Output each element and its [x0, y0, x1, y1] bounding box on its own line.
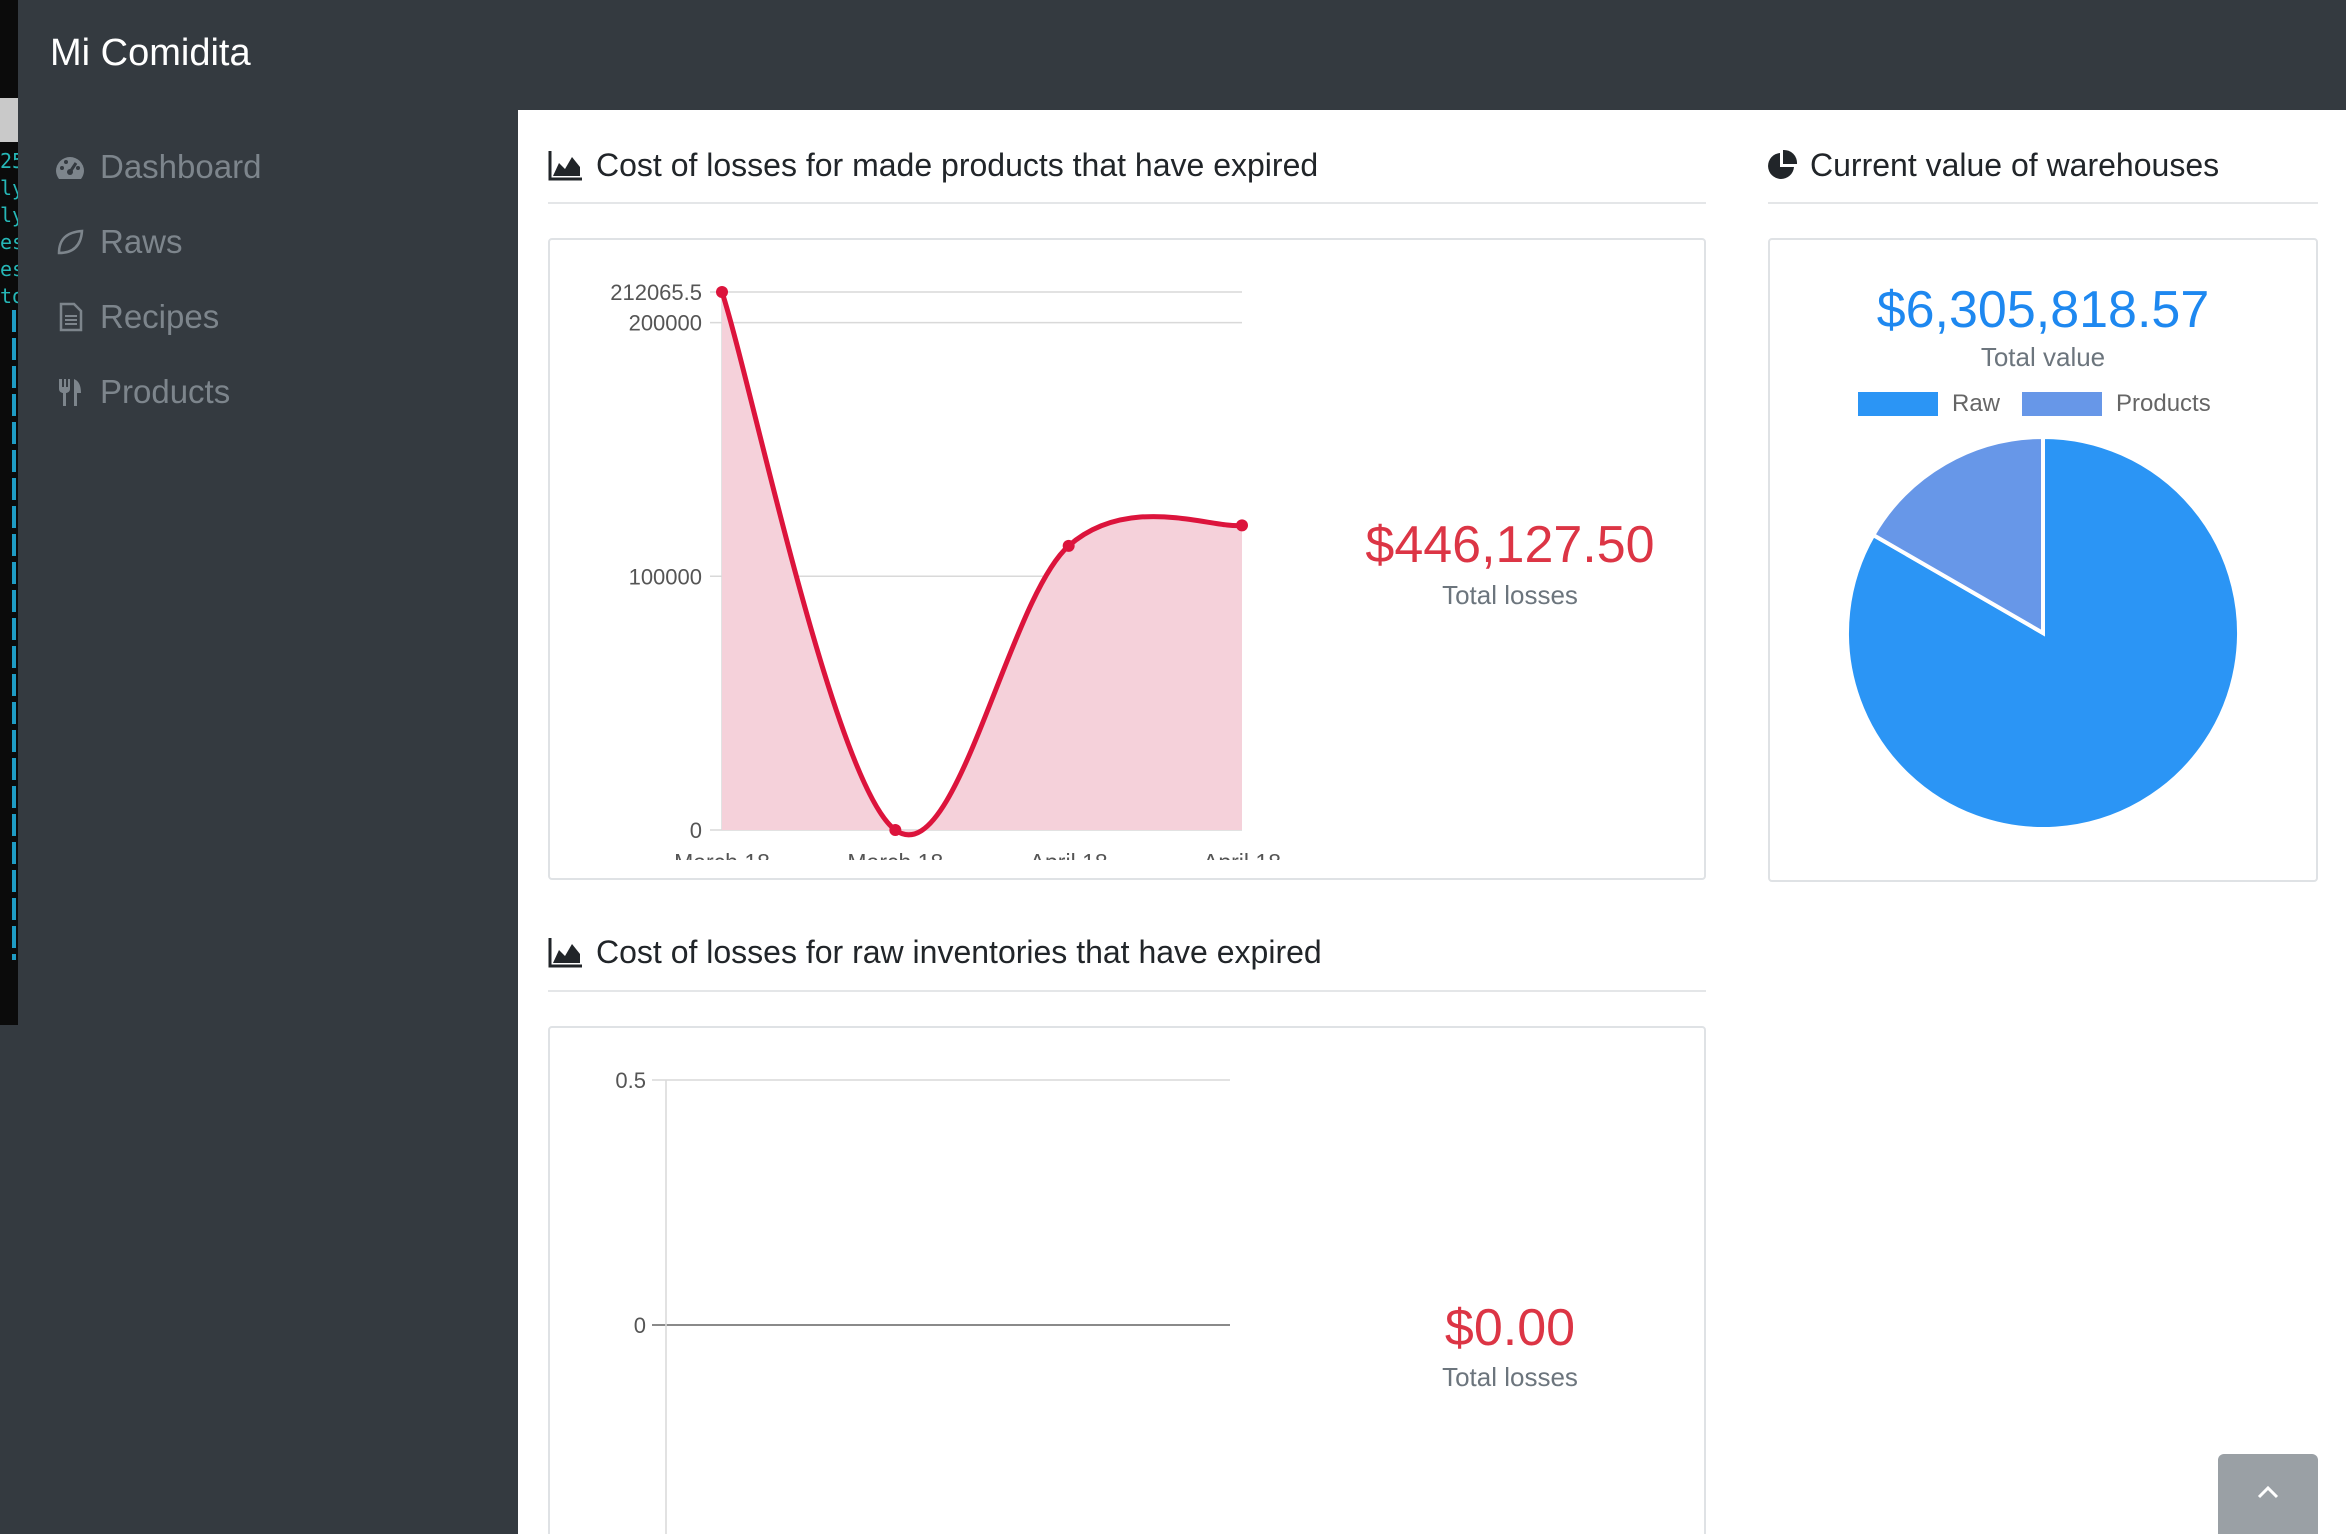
- pie-legend: Raw Products: [1858, 390, 2233, 418]
- y-tick-label: 0.5: [615, 1068, 646, 1093]
- background-terminal-strip: 25 ly ly es es to: [0, 0, 18, 1025]
- sidebar-item-raws[interactable]: Raws: [54, 212, 183, 272]
- raw-losses-total: $0.00: [1444, 1299, 1576, 1357]
- area-chart-icon: [548, 938, 582, 968]
- x-tick-label: April 18: [1203, 849, 1281, 860]
- back-to-top-button[interactable]: [2218, 1454, 2318, 1534]
- data-point: [889, 824, 902, 836]
- data-point: [1062, 539, 1075, 552]
- legend-swatch-products: [2022, 392, 2103, 416]
- app-brand[interactable]: Mi Comidita: [50, 32, 251, 74]
- sidebar-item-recipes[interactable]: Recipes: [54, 287, 219, 347]
- sidebar-item-products[interactable]: Products: [54, 362, 230, 422]
- raw-losses-card: 0 0.5 $0.00 Total losses: [548, 1026, 1706, 1534]
- raw-losses-chart: 00.5: [615, 1068, 1230, 1534]
- section-title-raw-losses: Cost of losses for raw inventories that …: [548, 930, 1322, 974]
- warehouses-total: $6,305,818.57: [1876, 281, 2210, 339]
- sidebar-item-dashboard[interactable]: Dashboard: [54, 137, 261, 197]
- file-text-icon: [54, 301, 86, 333]
- chevron-up-icon: [2257, 1485, 2279, 1499]
- legend-label-products[interactable]: Products: [2116, 390, 2211, 417]
- utensils-icon: [54, 376, 86, 408]
- pie-slice-products: [1870, 434, 2045, 637]
- warehouses-card: $6,305,818.57 Total value Raw Products: [1768, 238, 2318, 882]
- legend-swatch-raw: [1858, 392, 1938, 416]
- raw-losses-total-label: Total losses: [1442, 1362, 1578, 1392]
- made-losses-total-label: Total losses: [1442, 580, 1578, 610]
- area-chart-icon: [548, 151, 582, 181]
- y-tick-label: 100000: [629, 564, 702, 589]
- sidebar: Dashboard Raws Recipes Products: [18, 110, 518, 1534]
- section-title-made-losses: Cost of losses for made products that ha…: [548, 143, 1318, 187]
- legend-label-raw[interactable]: Raw: [1952, 390, 2001, 417]
- sidebar-item-label: Dashboard: [100, 148, 262, 185]
- data-point: [716, 286, 728, 298]
- terminal-tab: [0, 98, 18, 142]
- sidebar-item-label: Raws: [100, 223, 183, 260]
- section-title-warehouses: Current value of warehouses: [1766, 143, 2219, 187]
- y-tick-label: 0: [634, 1313, 646, 1338]
- x-tick-label: April 18: [1030, 849, 1108, 860]
- sidebar-item-label: Products: [100, 373, 231, 410]
- series-area-fill: [722, 292, 1242, 835]
- made-losses-total: $446,127.50: [1365, 516, 1655, 574]
- terminal-text: 25 ly ly es es to: [0, 149, 18, 308]
- pie-chart-icon: [1768, 149, 1798, 179]
- terminal-bars: [12, 310, 16, 960]
- y-tick-label: 200000: [629, 311, 702, 336]
- main-content: Cost of losses for made products that ha…: [518, 110, 2346, 1534]
- sidebar-item-label: Recipes: [100, 298, 220, 335]
- top-navbar: Mi Comidita: [18, 0, 2346, 110]
- divider: [1768, 202, 2318, 204]
- x-tick-label: March 18: [847, 849, 943, 860]
- y-tick-label: 212065.5: [610, 280, 702, 305]
- data-point: [1236, 519, 1248, 532]
- tachometer-icon: [54, 151, 86, 183]
- divider: [548, 990, 1706, 992]
- made-losses-card: 0 100000 200000 212065.5 March 18 March 18 Apr…: [548, 238, 1706, 880]
- leaf-icon: [54, 226, 86, 258]
- series-line: [719, 291, 1243, 837]
- made-losses-chart: 0 100000 200000 212065.5 March 18 March 18 Apr…: [610, 280, 1281, 860]
- y-tick-label: 0: [690, 818, 702, 843]
- divider: [548, 202, 1706, 204]
- warehouses-total-label: Total value: [1980, 342, 2106, 372]
- warehouses-pie-chart: [1845, 434, 2241, 831]
- x-tick-label: March 18: [674, 849, 770, 860]
